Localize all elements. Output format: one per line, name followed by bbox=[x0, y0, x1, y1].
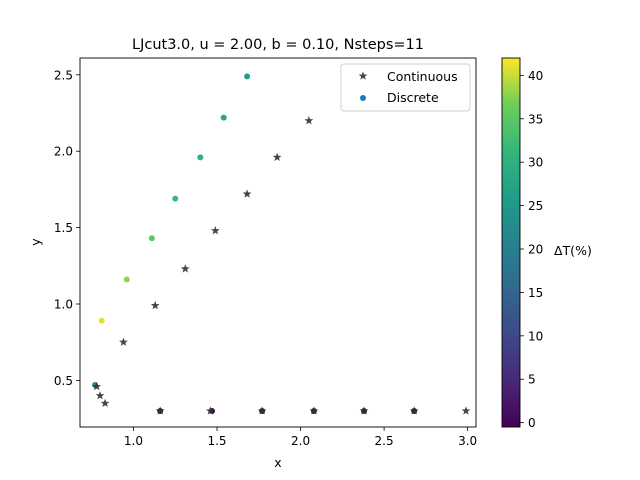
discrete-point bbox=[98, 317, 105, 324]
data-layer bbox=[92, 73, 471, 415]
colorbar-tick-label: 0 bbox=[528, 416, 536, 430]
x-tick-label: 3.0 bbox=[458, 434, 477, 448]
y-tick-label: 2.5 bbox=[54, 68, 73, 82]
continuous-point bbox=[309, 406, 319, 415]
legend-discrete-label: Discrete bbox=[387, 90, 439, 105]
continuous-point bbox=[205, 406, 215, 415]
continuous-point bbox=[257, 406, 267, 415]
plot-frame bbox=[79, 57, 477, 428]
x-axis-ticks: 1.0 1.5 2.0 2.5 3.0 bbox=[124, 427, 477, 448]
colorbar-frame bbox=[501, 57, 521, 428]
continuous-point bbox=[95, 391, 105, 400]
x-tick-label: 2.0 bbox=[291, 434, 310, 448]
discrete-point bbox=[123, 276, 130, 283]
continuous-point bbox=[461, 406, 471, 415]
colorbar-ticks: 0 5 10 15 20 25 30 35 40 bbox=[520, 69, 543, 430]
colorbar-tick-label: 30 bbox=[528, 156, 543, 170]
legend-star-icon bbox=[358, 71, 368, 80]
colorbar-gradient bbox=[502, 58, 520, 427]
continuous-point bbox=[304, 116, 314, 125]
chart-title: LJcut3.0, u = 2.00, b = 0.10, Nsteps=11 bbox=[132, 37, 424, 53]
colorbar-tick-label: 5 bbox=[528, 373, 536, 387]
legend: Continuous Discrete bbox=[340, 63, 471, 112]
colorbar-tick-label: 40 bbox=[528, 69, 543, 83]
legend-discrete-marker bbox=[360, 95, 366, 101]
colorbar-tick-label: 15 bbox=[528, 286, 543, 300]
y-tick-label: 0.5 bbox=[54, 374, 73, 388]
continuous-point bbox=[242, 189, 252, 198]
discrete-point bbox=[197, 154, 204, 161]
discrete-point bbox=[244, 73, 251, 80]
colorbar-tick-label: 20 bbox=[528, 243, 543, 257]
continuous-point bbox=[119, 337, 128, 346]
discrete-point bbox=[148, 235, 155, 242]
legend-continuous-label: Continuous bbox=[387, 69, 458, 84]
y-tick-label: 1.5 bbox=[54, 221, 73, 235]
x-axis-label: x bbox=[274, 455, 281, 470]
y-tick-label: 2.0 bbox=[54, 145, 73, 159]
discrete-point bbox=[172, 195, 179, 202]
y-axis-ticks: 0.5 1.0 1.5 2.0 2.5 bbox=[54, 68, 80, 388]
legend-frame bbox=[340, 63, 471, 112]
plot-area: 1.0 1.5 2.0 2.5 3.0 0.5 1.0 1.5 2.0 2.5 bbox=[54, 57, 477, 448]
colorbar: 0 5 10 15 20 25 30 35 40 ΔT(%) bbox=[501, 57, 592, 430]
continuous-point bbox=[210, 226, 220, 235]
colorbar-tick-label: 10 bbox=[528, 329, 543, 343]
continuous-point bbox=[100, 398, 110, 408]
x-tick-label: 1.0 bbox=[124, 434, 143, 448]
continuous-point bbox=[359, 406, 369, 415]
continuous-point bbox=[155, 406, 165, 415]
continuous-point bbox=[409, 406, 419, 415]
continuous-point bbox=[272, 152, 282, 162]
continuous-point bbox=[92, 381, 102, 391]
y-tick-label: 1.0 bbox=[54, 298, 73, 312]
discrete-point bbox=[220, 114, 227, 121]
x-tick-label: 1.5 bbox=[207, 434, 226, 448]
continuous-point bbox=[150, 300, 160, 310]
y-axis-label: y bbox=[28, 238, 43, 246]
legend-continuous-marker bbox=[358, 71, 368, 80]
colorbar-label: ΔT(%) bbox=[554, 243, 592, 258]
colorbar-tick-label: 25 bbox=[528, 199, 543, 213]
colorbar-tick-label: 35 bbox=[528, 112, 543, 126]
continuous-point bbox=[180, 264, 190, 273]
x-tick-label: 2.5 bbox=[375, 434, 394, 448]
